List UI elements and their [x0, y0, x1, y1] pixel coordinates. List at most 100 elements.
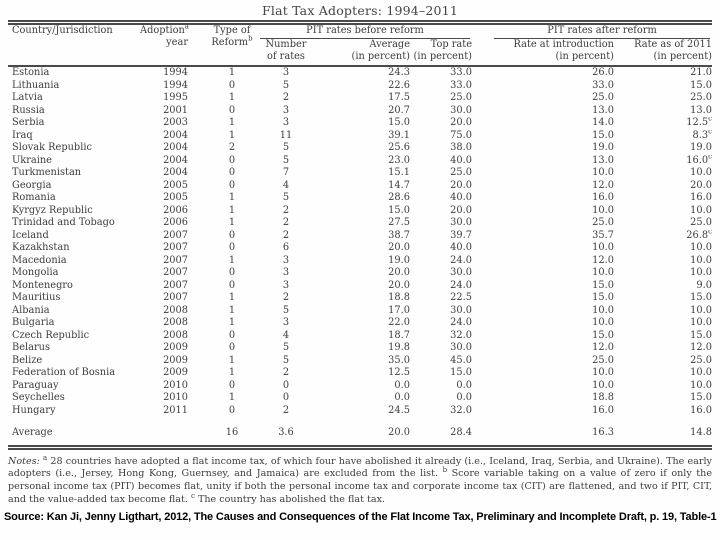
cell-intro: 26.0 — [592, 67, 614, 79]
table-row: Czech Republic 2008 0 4 18.7 32.0 15.0 15.0 — [8, 330, 712, 343]
cell-top: 25.0 — [450, 167, 472, 179]
note-a-text: 28 countries have adopted a flat income … — [8, 455, 712, 480]
cell-avg: 12.5 — [388, 367, 410, 379]
table-row: Seychelles 2010 1 0 0.0 0.0 18.8 15.0 — [8, 392, 712, 405]
cell-avg: 15.0 — [388, 204, 410, 216]
cell-avg: 19.8 — [388, 342, 410, 354]
cell-reform: 1 — [228, 317, 236, 329]
cell-r2011: 10.0 — [690, 267, 712, 279]
cell-intro: 10.0 — [592, 204, 614, 216]
cell-r2011: 10.0 — [690, 242, 712, 254]
cell-year: 2008 — [163, 304, 188, 316]
cell-rates: 5 — [282, 154, 290, 166]
cell-reform: 0 — [228, 342, 236, 354]
cell-reform: 0 — [228, 329, 236, 341]
cell-year: 2010 — [163, 379, 188, 391]
header-adoption-year: Adoptiona year — [140, 22, 190, 68]
cell-avg: 27.5 — [388, 217, 410, 229]
table-row: Russia 2001 0 3 20.7 30.0 13.0 13.0 — [8, 105, 712, 118]
cell-reform: 1 — [228, 67, 236, 79]
cell-rates: 5 — [282, 304, 290, 316]
cell-reform: 1 — [228, 392, 236, 404]
table-notes: Notes: a 28 countries have adopted a fla… — [8, 453, 712, 506]
cell-rates: 2 — [282, 217, 290, 229]
cell-reform: 1 — [228, 204, 236, 216]
table-row: Belize 2009 1 5 35.0 45.0 25.0 25.0 — [8, 355, 712, 368]
cell-year: 2004 — [163, 129, 188, 141]
note-marker-c: c — [708, 129, 712, 136]
table-row: Montenegro 2007 0 3 20.0 24.0 15.0 9.0 — [8, 280, 712, 293]
cell-avg: 15.0 — [388, 117, 410, 129]
source-line: Source: Kan Ji, Jenny Ligthart, 2012, Th… — [4, 511, 717, 524]
cell-country: Mauritius — [12, 292, 61, 304]
cell-country: Kazakhstan — [12, 242, 70, 254]
cell-country: Ukraine — [12, 154, 52, 166]
page-title: Flat Tax Adopters: 1994–2011 — [262, 3, 458, 18]
cell-rates: 3 — [282, 67, 290, 79]
cell-reform: 0 — [228, 104, 236, 116]
cell-year: 2003 — [163, 117, 188, 129]
cell-rates: 5 — [282, 142, 290, 154]
cell-rates: 3 — [282, 267, 290, 279]
cell-r2011: 16.0c — [614, 155, 712, 168]
cell-intro: 15.0 — [592, 279, 614, 291]
cell-country: Macedonia — [12, 254, 67, 266]
cell-r2011: 15.0 — [690, 392, 712, 404]
header-number-of-rates: Number of rates — [258, 39, 314, 68]
cell-intro: 25.0 — [592, 92, 614, 104]
cell-reform: 2 — [228, 142, 236, 154]
cell-top: 40.0 — [450, 192, 472, 204]
cell-top: 24.0 — [450, 279, 472, 291]
cell-rates: 5 — [282, 342, 290, 354]
cell-year — [140, 417, 190, 447]
table-row: Albania 2008 1 5 17.0 30.0 10.0 10.0 — [8, 305, 712, 318]
table-row-average: Average 16 3.6 20.0 28.4 16.3 14.8 — [8, 417, 712, 447]
note-c-text: The country has abolished the flat tax. — [197, 493, 386, 505]
cell-avg: 38.7 — [388, 229, 410, 241]
note-marker-a: a — [43, 453, 48, 462]
cell-r2011: 15.0 — [690, 329, 712, 341]
cell-avg: 20.0 — [388, 267, 410, 279]
table-row: Ukraine 2004 0 5 23.0 40.0 13.0 16.0c — [8, 155, 712, 168]
cell-avg: 35.0 — [388, 354, 410, 366]
cell-avg: 28.6 — [388, 192, 410, 204]
cell-top: 30.0 — [450, 267, 472, 279]
cell-country: Czech Republic — [12, 329, 90, 341]
table-row: Georgia 2005 0 4 14.7 20.0 12.0 20.0 — [8, 180, 712, 193]
cell-year: 2006 — [163, 217, 188, 229]
cell-intro: 33.0 — [592, 79, 614, 91]
cell-country: Mongolia — [12, 267, 59, 279]
cell-reform: 0 — [228, 267, 236, 279]
header-average-before: Average (in percent) — [314, 39, 410, 68]
cell-r2011: 21.0 — [690, 67, 712, 79]
cell-country: Kyrgyz Republic — [12, 204, 93, 216]
table-row: Mongolia 2007 0 3 20.0 30.0 10.0 10.0 — [8, 267, 712, 280]
cell-country: Russia — [12, 104, 45, 116]
cell-rates: 3 — [282, 279, 290, 291]
cell-top: 32.0 — [450, 329, 472, 341]
cell-reform: 1 — [228, 367, 236, 379]
cell-r2011: 10.0 — [690, 254, 712, 266]
table-row: Slovak Republic 2004 2 5 25.6 38.0 19.0 19.0 — [8, 142, 712, 155]
cell-avg: 19.0 — [388, 254, 410, 266]
table-row: Estonia 1994 1 3 24.3 33.0 26.0 21.0 — [8, 66, 712, 80]
cell-r2011: 19.0 — [690, 142, 712, 154]
cell-rates: 5 — [282, 354, 290, 366]
cell-reform: 0 — [228, 242, 236, 254]
cell-intro: 35.7 — [592, 229, 614, 241]
cell-rates: 3 — [282, 117, 290, 129]
cell-rates: 5 — [282, 192, 290, 204]
cell-year: 2004 — [163, 154, 188, 166]
note-marker-b: b — [442, 466, 448, 475]
header-group-row: Country/Jurisdiction Adoptiona year Type… — [8, 22, 712, 68]
cell-reform: 1 — [228, 254, 236, 266]
cell-top: 30.0 — [450, 104, 472, 116]
cell-year: 2005 — [163, 179, 188, 191]
cell-r2011: 20.0 — [690, 179, 712, 191]
cell-intro: 25.0 — [592, 354, 614, 366]
cell-avg: 15.1 — [388, 167, 410, 179]
cell-rates: 3.6 — [278, 427, 294, 439]
cell-r2011: 10.0 — [690, 304, 712, 316]
table-row: Iraq 2004 1 11 39.1 75.0 15.0 8.3c — [8, 130, 712, 143]
cell-avg: 14.7 — [388, 179, 410, 191]
